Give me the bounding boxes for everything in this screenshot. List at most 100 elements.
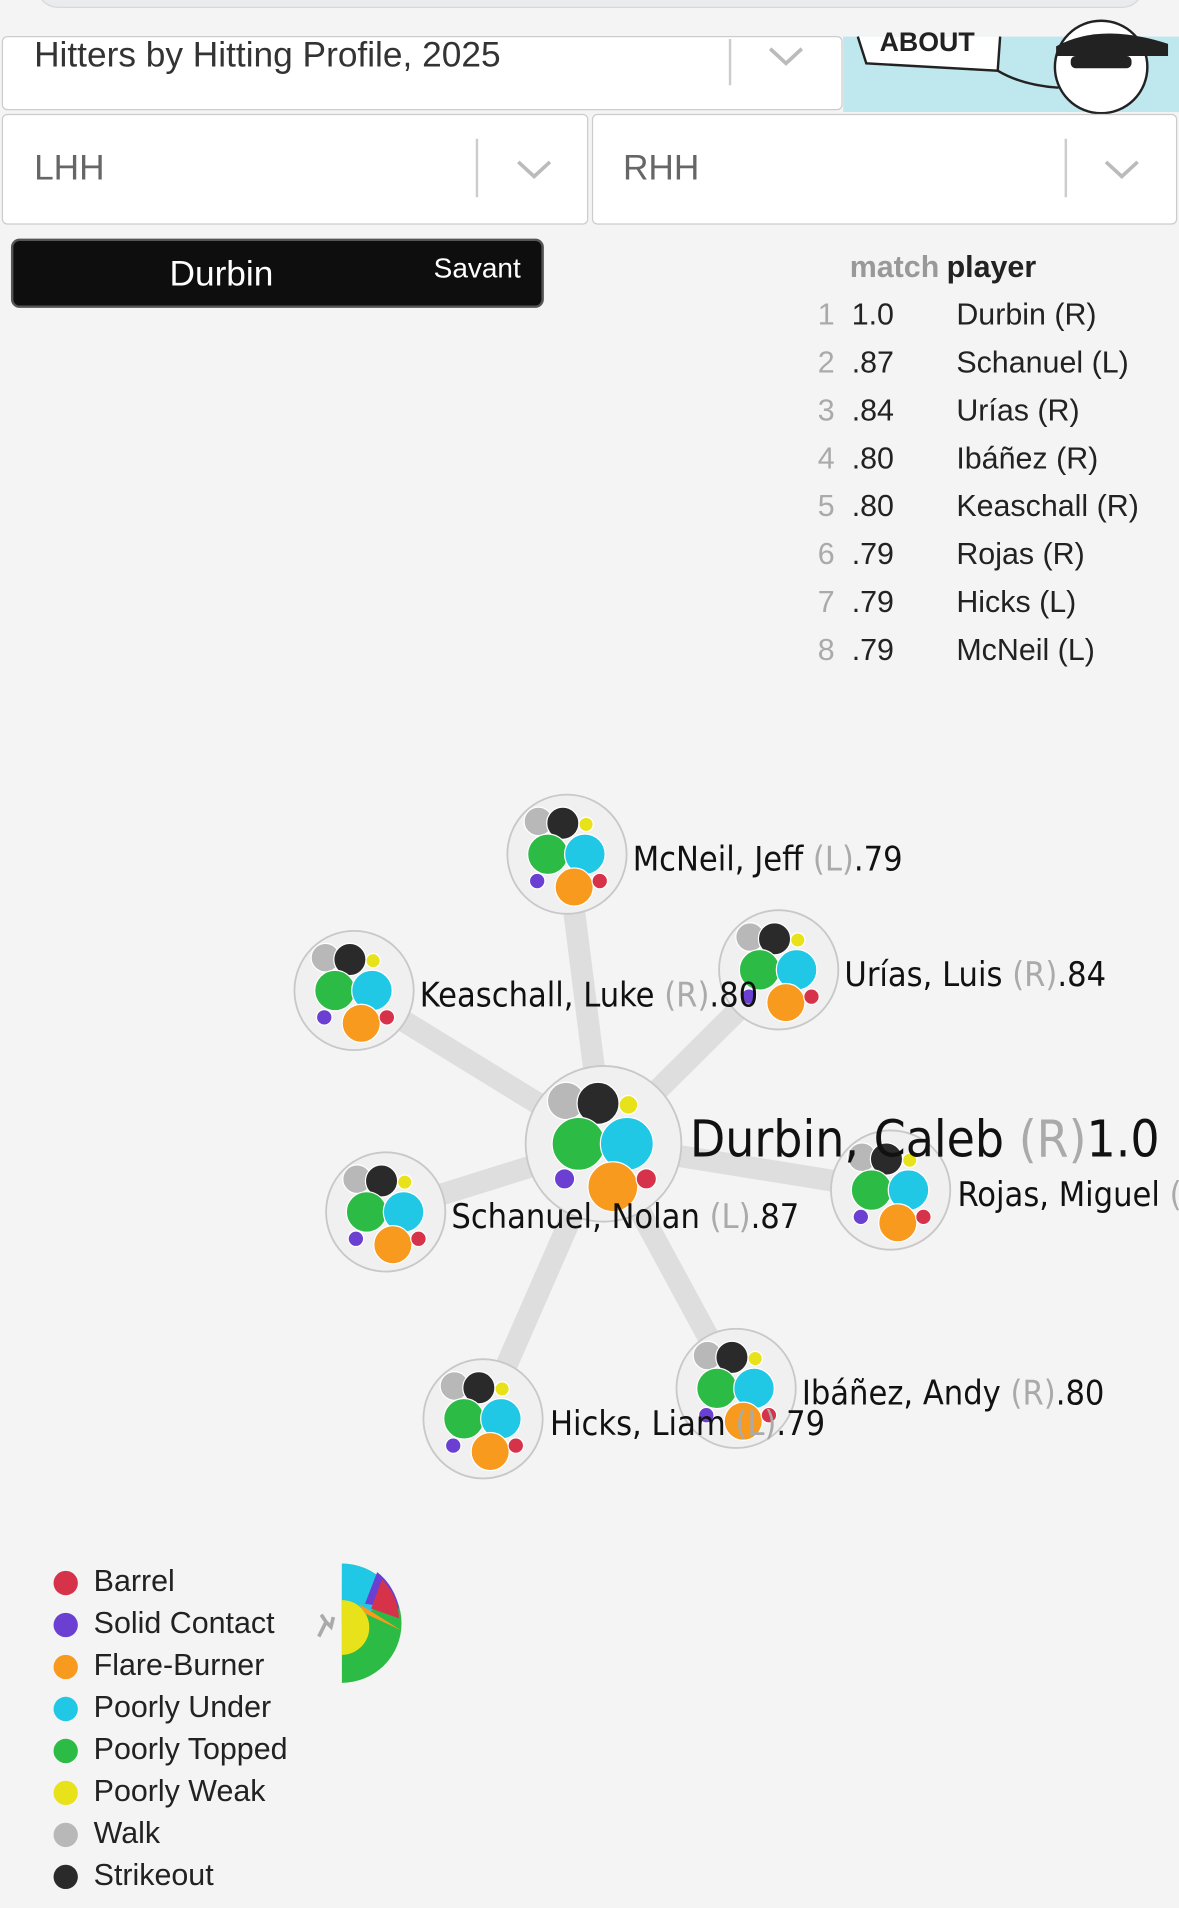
dropdown-text: Hitters by Hitting Profile, 2025: [34, 36, 500, 75]
match-score: .80: [709, 975, 758, 1015]
bubble: [740, 988, 758, 1006]
bubble: [578, 816, 594, 833]
legend-swatch: [53, 1570, 78, 1596]
bubble: [697, 1406, 715, 1424]
bubble: [803, 988, 820, 1006]
about-text: ABOUT: [880, 27, 976, 57]
bubble: [878, 1203, 918, 1243]
player-name: Rojas, Miguel: [958, 1175, 1160, 1215]
bubble: [527, 833, 569, 876]
bubble: [397, 1174, 413, 1190]
rank: 2: [818, 345, 835, 379]
player-node: [524, 1065, 683, 1223]
player-name: Schanuel (L): [956, 345, 1128, 379]
player-name: Urías, Luis: [844, 954, 1002, 994]
table-row: 2 .87 Schanuel (L): [818, 345, 1129, 379]
node-label: Hicks, Liam (L).79: [550, 1403, 825, 1443]
match-score: .87: [751, 1197, 800, 1237]
bubble: [528, 872, 546, 890]
bubble: [850, 1169, 893, 1211]
bubble: [747, 1350, 763, 1367]
player-node: [830, 1129, 952, 1251]
player-name: Keaschall (R): [956, 489, 1139, 523]
legend-label: Barrel: [94, 1564, 175, 1598]
hand: (R): [664, 975, 709, 1015]
player-button[interactable]: Durbin Savant: [10, 238, 544, 308]
savant-link[interactable]: Savant: [434, 253, 521, 284]
bubble: [365, 952, 381, 969]
match-score: .80: [852, 489, 894, 523]
player-name: Ibáñez (R): [956, 441, 1098, 475]
legend-label: Poorly Under: [94, 1690, 271, 1724]
table-header: player: [947, 250, 1037, 284]
bubble: [341, 1003, 381, 1043]
legend-swatch: [53, 1654, 78, 1680]
rank: 1: [818, 297, 835, 331]
lhh-dropdown[interactable]: LHH: [1, 113, 589, 225]
table-row: 4 .80 Ibáñez (R): [818, 441, 1099, 475]
match-score: .79: [852, 633, 894, 667]
bubble: [553, 1168, 576, 1190]
player-name: Rojas (R): [956, 537, 1084, 571]
bubble: [314, 969, 356, 1012]
match-score: .80: [1056, 1373, 1105, 1413]
player-node: [293, 929, 415, 1052]
player-name: Schanuel, Nolan: [451, 1197, 699, 1237]
bubble: [790, 932, 806, 948]
table-row: 1 1.0 Durbin (R): [818, 297, 1097, 331]
node-label: Urías, Luis (R).84: [844, 954, 1106, 994]
legend-label: Strikeout: [94, 1858, 215, 1892]
hand: (R): [1170, 1175, 1179, 1215]
bubble: [315, 1008, 333, 1026]
table-row: 5 .80 Keaschall (R): [818, 489, 1139, 523]
about-cartoon[interactable]: ABOUT: [843, 19, 1179, 115]
bubble: [443, 1397, 485, 1440]
legend-label: Solid Contact: [94, 1606, 275, 1640]
match-score: .79: [852, 585, 894, 619]
player-name: Durbin (R): [956, 297, 1096, 331]
hand: (R): [1012, 954, 1057, 994]
legend-swatch: [53, 1696, 78, 1722]
rhh-dropdown[interactable]: RHH: [591, 113, 1178, 225]
bubble: [852, 1208, 870, 1226]
match-score: 1.0: [852, 297, 894, 331]
hand: (R): [1019, 1111, 1087, 1170]
bubble: [587, 1161, 639, 1213]
bubble: [766, 982, 806, 1023]
legend-label: Walk: [94, 1816, 161, 1850]
player-name: Durbin, Caleb: [690, 1111, 1004, 1170]
rank: 6: [818, 537, 835, 571]
bubble: [554, 867, 594, 907]
player-name: McNeil (L): [956, 633, 1095, 667]
search-bar[interactable]: [37, 0, 1144, 8]
bubble: [551, 1116, 606, 1171]
rank: 5: [818, 489, 835, 523]
player-name: Urías (R): [956, 393, 1079, 427]
rank: 8: [818, 633, 835, 667]
hand: (L): [710, 1197, 751, 1237]
player-node: [422, 1358, 544, 1480]
bubble: [345, 1191, 388, 1233]
bubble: [591, 872, 609, 890]
match-score: .87: [852, 345, 894, 379]
bubble: [901, 1152, 918, 1168]
bubble: [635, 1168, 658, 1190]
bubble: [470, 1431, 510, 1472]
spray-chart-icon: [317, 1563, 402, 1683]
bubble: [507, 1437, 525, 1454]
profile-dropdown[interactable]: Hitters by Hitting Profile, 2025: [1, 36, 843, 111]
bubble: [723, 1401, 763, 1441]
match-score: .79: [776, 1403, 825, 1443]
player-name: Hicks (L): [956, 585, 1076, 619]
match-score: .79: [854, 839, 903, 879]
legend-swatch: [53, 1780, 78, 1806]
player-name: Hicks, Liam: [550, 1403, 726, 1443]
bubble: [760, 1406, 778, 1424]
match-score: .80: [852, 441, 894, 475]
bubble: [618, 1094, 639, 1115]
table-header: match: [850, 250, 940, 284]
bubble: [410, 1230, 427, 1248]
dropdown-text: RHH: [623, 149, 699, 188]
